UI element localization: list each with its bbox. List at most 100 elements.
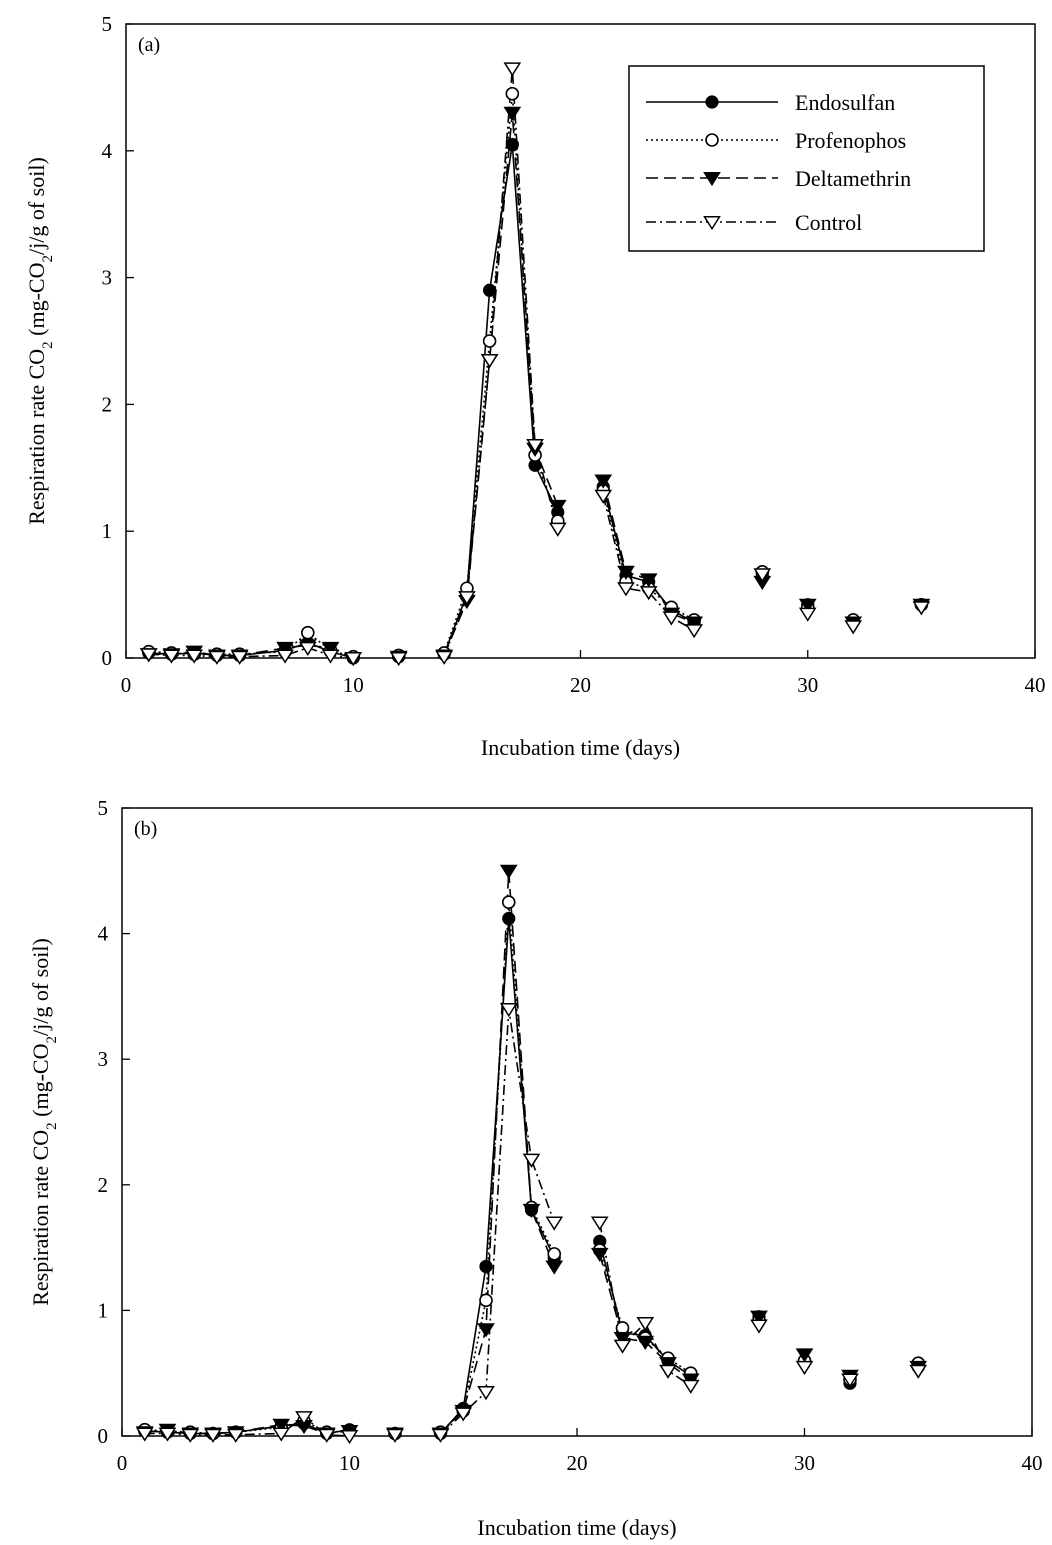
series-line (439, 870, 555, 1435)
legend-marker (703, 216, 721, 231)
series-line (439, 1008, 556, 1436)
data-point (321, 649, 340, 664)
data-point (185, 649, 204, 664)
series-line (602, 480, 695, 624)
series-deltamethrin (148, 112, 695, 659)
data-point (685, 624, 703, 639)
data-point (276, 649, 294, 664)
legend-label: Control (795, 210, 862, 235)
y-tick-label: 5 (102, 12, 113, 36)
series-control (144, 1008, 692, 1437)
series-line (144, 1420, 350, 1435)
y-tick-label: 4 (102, 139, 113, 163)
panel-label: (a) (138, 34, 160, 56)
series-line (602, 490, 695, 621)
data-point (503, 106, 522, 121)
y-axis-subscript: 2 (40, 255, 56, 263)
data-point (594, 489, 613, 504)
data-point (909, 1364, 928, 1379)
data-point (548, 499, 567, 515)
y-axis-subscript: 2 (44, 1036, 60, 1044)
data-point (295, 1411, 313, 1426)
data-point (750, 1319, 768, 1334)
data-point (272, 1427, 291, 1442)
series-line (443, 68, 559, 658)
data-point (681, 1379, 700, 1394)
data-point (594, 474, 613, 489)
y-axis-text: /j/g of soil) (28, 938, 53, 1036)
data-point (344, 652, 363, 667)
data-point (208, 650, 226, 665)
data-point (613, 1339, 632, 1354)
data-point (386, 1428, 404, 1443)
series-line (598, 1241, 692, 1377)
data-point (590, 1247, 609, 1263)
data-point (477, 1386, 495, 1401)
series-line (148, 631, 354, 658)
x-axis-title: Incubation time (days) (481, 735, 680, 760)
data-point (181, 1428, 200, 1443)
legend-marker (705, 95, 719, 109)
data-point (547, 1247, 562, 1261)
data-point (503, 62, 522, 77)
chart-panel-b: 0 10 20 30 40 0 1 2 3 4 5 (b) Incubation time (days)… (28, 796, 1043, 1540)
data-point (617, 565, 635, 580)
x-tick-label: 20 (570, 673, 591, 697)
data-point (230, 650, 249, 665)
data-point (204, 1428, 222, 1443)
series-profenophos (148, 93, 695, 658)
series-line (443, 112, 559, 656)
series-line (598, 1253, 692, 1381)
data-point (435, 650, 454, 665)
plot-frame (121, 807, 1033, 1437)
series-endosulfan (144, 918, 692, 1435)
chart-panel-a: 0 10 20 30 40 0 1 2 3 4 5 (a) Incubation time (days)… (24, 12, 1046, 760)
data-point (499, 1002, 518, 1018)
y-axis-title: Respiration rate CO2 (mg-CO2/j/g of soil… (28, 938, 60, 1306)
data-point (162, 649, 181, 664)
legend-marker (705, 133, 719, 147)
x-tick-label: 40 (1025, 673, 1046, 697)
data-point (505, 137, 519, 152)
y-axis-text: /j/g of soil) (24, 157, 49, 255)
legend-box (628, 65, 985, 252)
y-axis-text: (mg-CO (24, 262, 49, 341)
data-point (590, 1216, 609, 1231)
data-point (340, 1430, 359, 1445)
data-point (522, 1203, 541, 1219)
series-line (439, 902, 555, 1433)
data-point (477, 1323, 495, 1338)
y-tick-label: 4 (98, 922, 109, 946)
y-tick-label: 2 (98, 1173, 109, 1197)
y-tick-label: 0 (102, 646, 113, 670)
data-point (317, 1428, 336, 1443)
x-tick-label: 0 (117, 1451, 128, 1475)
y-tick-label: 2 (102, 392, 113, 416)
data-point (639, 586, 658, 601)
data-point (613, 1332, 632, 1347)
data-point (522, 1153, 541, 1168)
data-point (482, 334, 497, 348)
legend-label: Deltamethrin (795, 166, 911, 191)
legend-label: Endosulfan (795, 90, 895, 115)
data-point (639, 573, 658, 588)
y-axis-subscript: 2 (40, 341, 56, 349)
data-point (545, 1216, 564, 1231)
series-control (148, 68, 695, 659)
data-point (659, 1357, 677, 1372)
data-point (753, 568, 772, 583)
data-point (298, 641, 317, 657)
data-point (659, 1364, 677, 1379)
series-line (602, 495, 695, 631)
data-point (431, 1428, 450, 1443)
data-point (545, 1260, 564, 1275)
data-point (479, 1259, 493, 1274)
x-tick-label: 40 (1022, 1451, 1043, 1475)
y-tick-label: 0 (98, 1424, 109, 1448)
data-point (636, 1335, 655, 1350)
y-axis-subscript: 2 (44, 1122, 60, 1130)
data-point (276, 641, 294, 657)
y-tick-label: 3 (102, 266, 113, 290)
y-axis-text: Respiration rate CO (28, 1130, 53, 1306)
